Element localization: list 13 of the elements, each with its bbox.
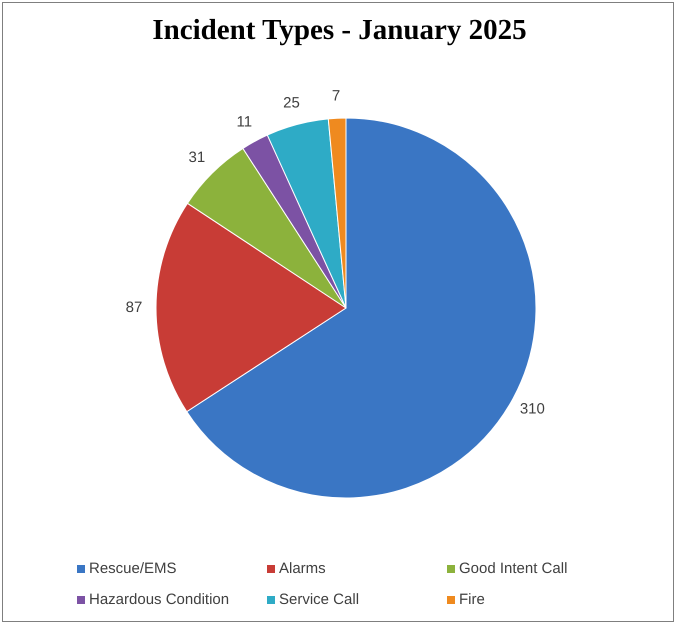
- legend-label: Service Call: [279, 591, 360, 608]
- data-label: 7: [332, 88, 340, 105]
- legend-label: Fire: [459, 591, 485, 608]
- legend-label: Alarms: [279, 560, 326, 577]
- data-label: 31: [188, 148, 206, 166]
- data-label: 87: [126, 298, 142, 316]
- legend-label: Rescue/EMS: [89, 560, 177, 577]
- data-label: 310: [520, 400, 545, 418]
- data-label: 25: [283, 94, 300, 112]
- legend-label: Good Intent Call: [459, 560, 568, 577]
- data-label: 11: [236, 113, 252, 130]
- chart-title: Incident Types - January 2025: [151, 14, 528, 47]
- legend-label: Hazardous Condition: [89, 591, 230, 608]
